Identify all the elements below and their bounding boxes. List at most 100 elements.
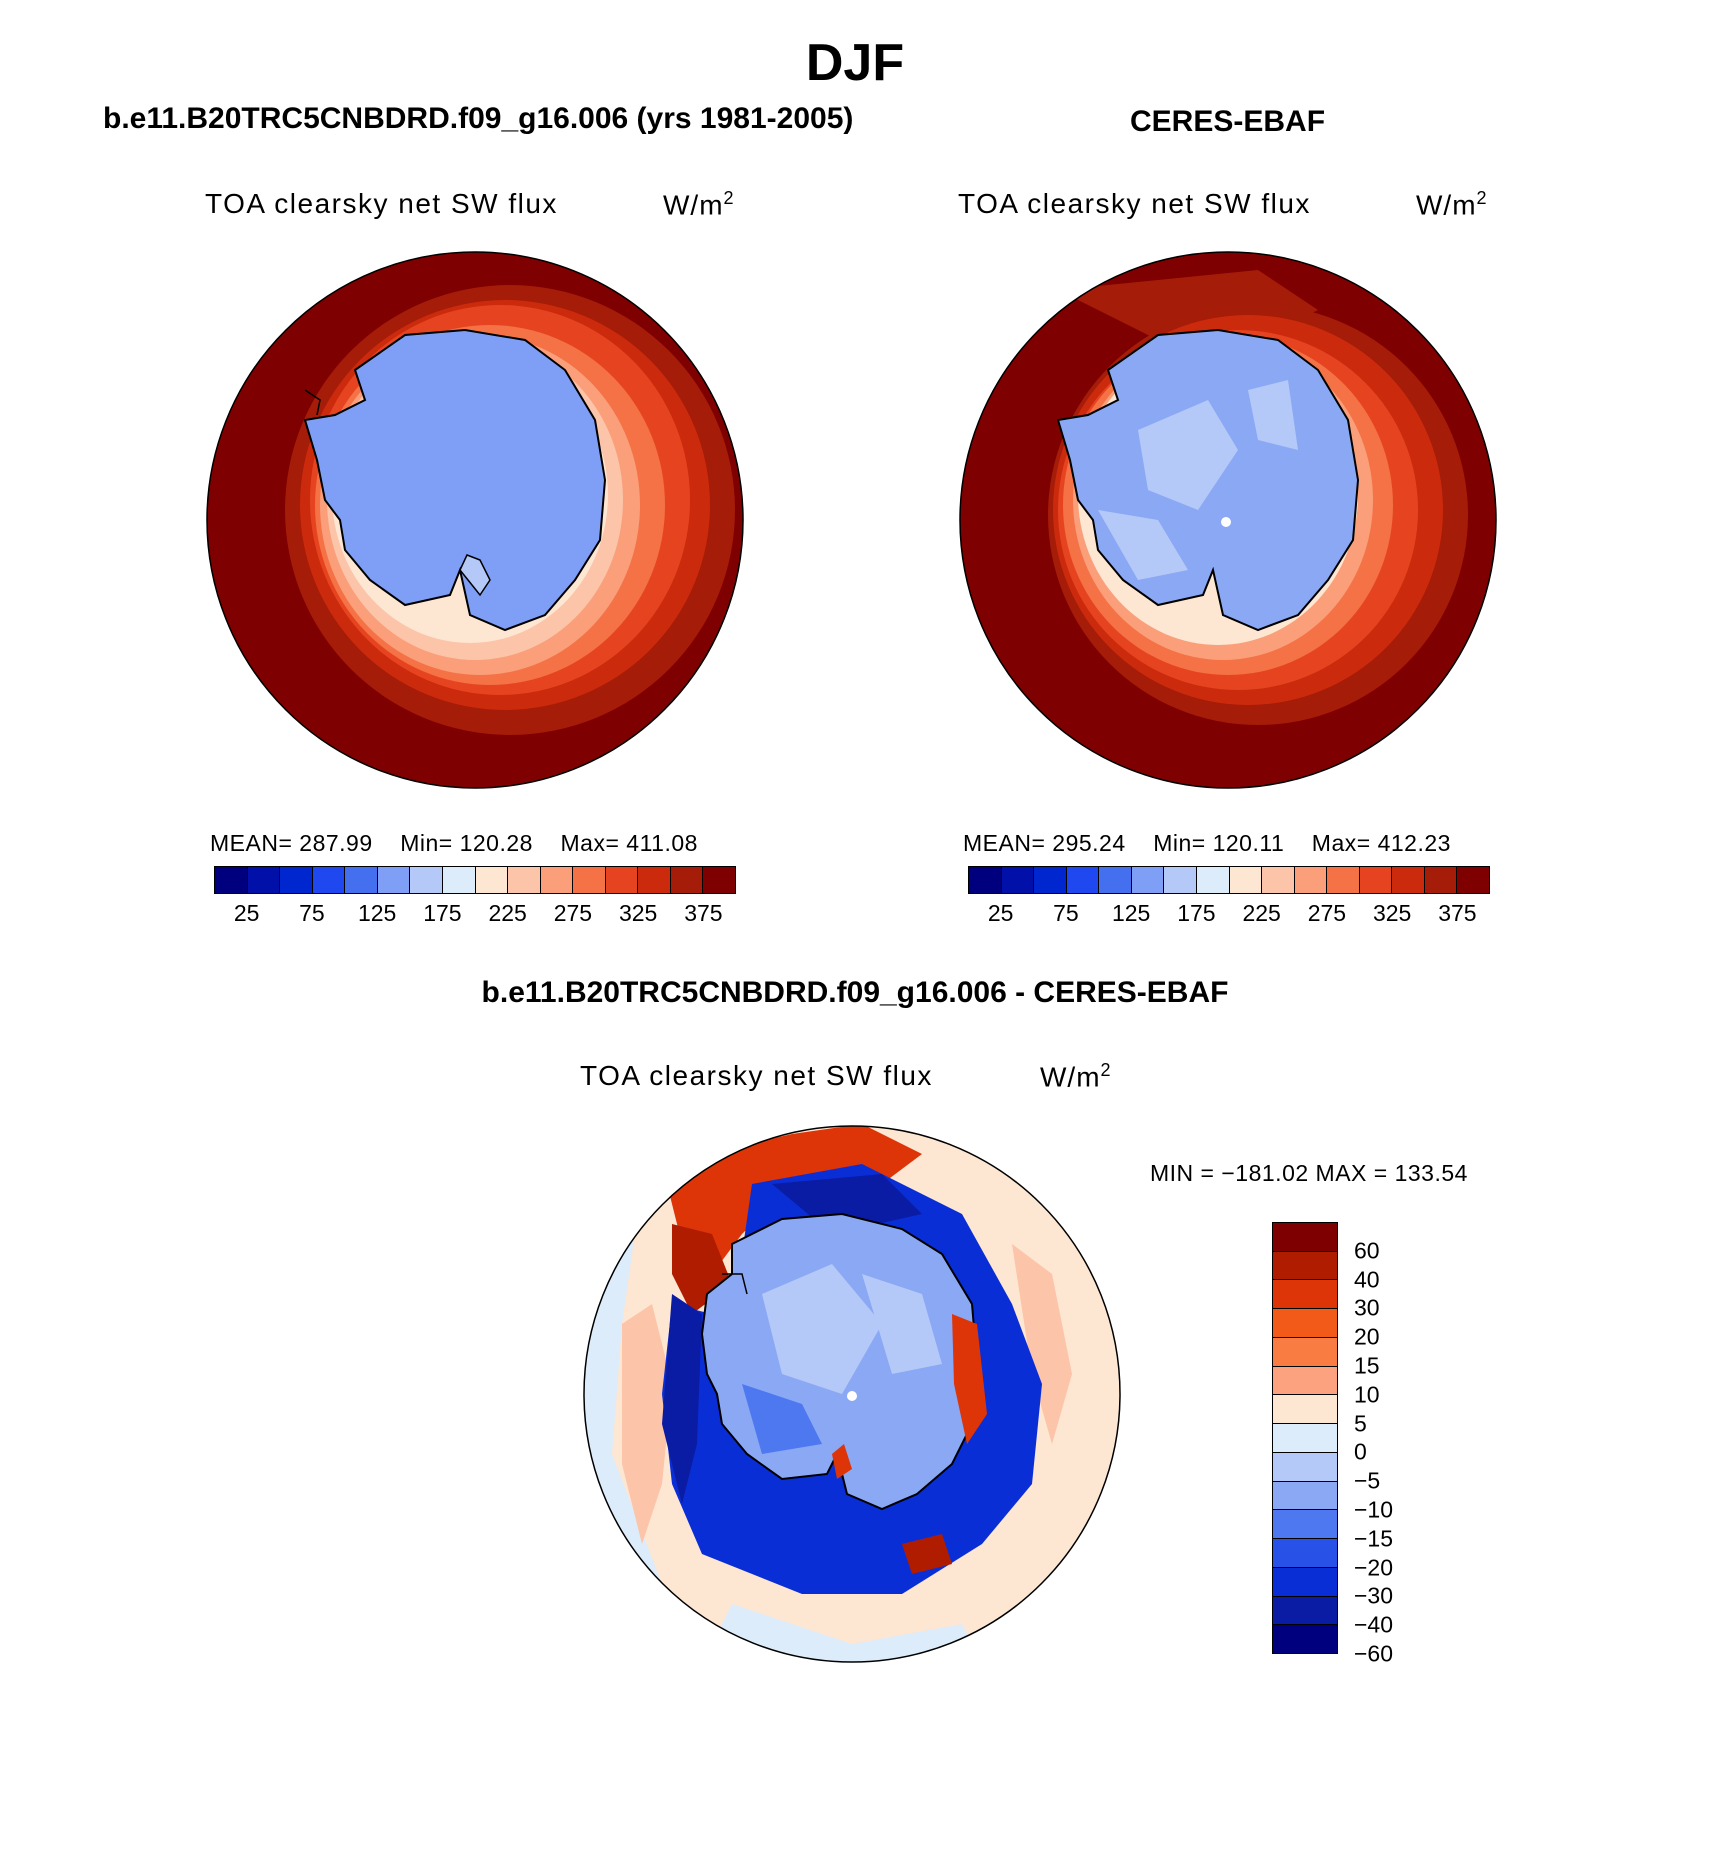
- diff-colorbar-tick-label: −30: [1354, 1582, 1394, 1609]
- obs-max-label: Max=: [1311, 830, 1371, 856]
- diff-colorbar-tick-label: 20: [1354, 1323, 1380, 1350]
- diff-polar-map: [583, 1125, 1121, 1663]
- diff-colorbar-swatch: [1273, 1596, 1337, 1626]
- diff-colorbar-tick-label: −60: [1354, 1640, 1394, 1667]
- diff-colorbar-tick-label: 15: [1354, 1352, 1380, 1379]
- diff-colorbar-tick-label: 40: [1354, 1266, 1380, 1293]
- model-units-base: W/m: [663, 189, 724, 221]
- diff-colorbar-tick-label: −5: [1354, 1467, 1381, 1494]
- diff-colorbar-tick-label: 60: [1354, 1237, 1380, 1264]
- diff-colorbar-swatch: [1273, 1510, 1337, 1540]
- diff-colorbar-swatch: [1273, 1424, 1337, 1453]
- diff-colorbar-swatch: [1273, 1481, 1337, 1511]
- diff-colorbar-tick-label: −10: [1354, 1496, 1394, 1523]
- diff-colorbar-swatch: [1273, 1452, 1337, 1482]
- obs-colorbar-swatch: [1164, 867, 1197, 893]
- obs-min-value: 120.11: [1212, 830, 1285, 856]
- model-mean-label: MEAN=: [210, 830, 293, 856]
- model-colorbar-tick-label: 225: [488, 900, 527, 926]
- model-colorbar-swatch: [312, 867, 346, 893]
- main-title: DJF: [805, 34, 905, 92]
- model-colorbar-swatch: [410, 867, 443, 893]
- obs-colorbar-swatch: [1131, 867, 1165, 893]
- obs-colorbar-tick-label: 25: [987, 900, 1014, 926]
- model-min-value: 120.28: [459, 830, 533, 856]
- obs-mean-value: 295.24: [1052, 830, 1126, 856]
- diff-colorbar: [1272, 1222, 1338, 1654]
- obs-mean-label: MEAN=: [963, 830, 1046, 856]
- obs-colorbar-swatch: [1424, 867, 1458, 893]
- obs-variable-title: TOA clearsky net SW flux: [958, 188, 1311, 219]
- model-colorbar-swatch: [573, 867, 606, 893]
- model-colorbar-swatch: [703, 867, 735, 893]
- obs-colorbar-tick-label: 275: [1307, 900, 1347, 926]
- diff-units-exponent: 2: [1100, 1060, 1112, 1080]
- model-panel-header: b.e11.B20TRC5CNBDRD.f09_g16.006 (yrs 198…: [103, 102, 854, 135]
- model-colorbar-swatch: [280, 867, 313, 893]
- obs-colorbar-swatch: [1034, 867, 1067, 893]
- model-colorbar-ticks: 25 75 125 175 225 275 325 375: [214, 900, 736, 930]
- obs-units-base: W/m: [1416, 189, 1477, 221]
- model-stats: MEAN= 287.99 Min= 120.28 Max= 411.08: [210, 830, 698, 857]
- diff-colorbar-swatch: [1273, 1309, 1337, 1338]
- model-mean-value: 287.99: [299, 830, 373, 856]
- obs-colorbar-ticks: 25 75 125 175 225 275 325 375: [968, 900, 1490, 930]
- diff-colorbar-tick-label: −20: [1354, 1554, 1394, 1581]
- model-colorbar-tick-label: 375: [684, 900, 723, 926]
- obs-colorbar: [968, 866, 1490, 894]
- diff-colorbar-tick-label: 10: [1354, 1381, 1380, 1408]
- diff-units-base: W/m: [1040, 1061, 1101, 1093]
- model-colorbar-tick-label: 325: [618, 900, 658, 926]
- obs-colorbar-swatch: [1099, 867, 1132, 893]
- model-colorbar-tick-label: 275: [553, 900, 593, 926]
- diff-colorbar-swatch: [1273, 1539, 1337, 1568]
- obs-colorbar-swatch: [1294, 867, 1328, 893]
- obs-colorbar-tick-label: 75: [1053, 900, 1079, 926]
- model-colorbar-tick-label: 125: [357, 900, 397, 926]
- model-min-label: Min=: [400, 830, 453, 856]
- diff-minmax: MIN = −181.02 MAX = 133.54: [1150, 1160, 1468, 1186]
- obs-colorbar-tick-label: 125: [1111, 900, 1151, 926]
- diff-colorbar-swatch: [1273, 1280, 1337, 1310]
- model-colorbar-swatch: [215, 867, 248, 893]
- diff-colorbar-swatch: [1273, 1567, 1337, 1597]
- obs-stats: MEAN= 295.24 Min= 120.11 Max= 412.23: [963, 830, 1451, 857]
- model-colorbar-tick-label: 25: [233, 900, 260, 926]
- model-colorbar-swatch: [638, 867, 671, 893]
- model-max-label: Max=: [560, 830, 620, 856]
- model-variable-title: TOA clearsky net SW flux: [205, 188, 558, 219]
- model-colorbar-swatch: [475, 867, 509, 893]
- diff-colorbar-swatch: [1273, 1251, 1337, 1281]
- obs-colorbar-tick-label: 225: [1242, 900, 1281, 926]
- obs-colorbar-swatch: [1196, 867, 1230, 893]
- model-colorbar-swatch: [345, 867, 378, 893]
- obs-colorbar-swatch: [1262, 867, 1295, 893]
- model-colorbar-swatch: [377, 867, 411, 893]
- model-units-exponent: 2: [723, 188, 735, 208]
- obs-units-exponent: 2: [1476, 188, 1488, 208]
- obs-panel-header: CERES-EBAF: [1130, 105, 1326, 138]
- diff-colorbar-swatch: [1273, 1337, 1337, 1367]
- obs-min-label: Min=: [1153, 830, 1206, 856]
- obs-units: W/m2: [1416, 188, 1488, 221]
- diff-colorbar-ticks: 60 40 30 20 15 10 5 0 −5 −10 −15 −20 −30 −40 −60: [1354, 1222, 1454, 1666]
- obs-polar-map: [959, 251, 1497, 789]
- obs-colorbar-swatch: [1392, 867, 1425, 893]
- obs-colorbar-swatch: [1001, 867, 1035, 893]
- model-units: W/m2: [663, 188, 735, 221]
- diff-colorbar-swatch: [1273, 1366, 1337, 1396]
- obs-colorbar-swatch: [969, 867, 1002, 893]
- model-colorbar-swatch: [670, 867, 704, 893]
- obs-colorbar-tick-label: 325: [1372, 900, 1412, 926]
- obs-max-value: 412.23: [1377, 830, 1451, 856]
- obs-colorbar-tick-label: 375: [1438, 900, 1477, 926]
- obs-colorbar-swatch: [1359, 867, 1393, 893]
- model-colorbar-swatch: [540, 867, 574, 893]
- model-colorbar-swatch: [247, 867, 281, 893]
- diff-units: W/m2: [1040, 1060, 1112, 1093]
- diff-colorbar-tick-label: 5: [1354, 1410, 1367, 1437]
- diff-colorbar-tick-label: −40: [1354, 1611, 1394, 1638]
- model-colorbar-swatch: [508, 867, 541, 893]
- diff-colorbar-tick-label: 0: [1354, 1438, 1367, 1465]
- diff-colorbar-swatch: [1273, 1395, 1337, 1425]
